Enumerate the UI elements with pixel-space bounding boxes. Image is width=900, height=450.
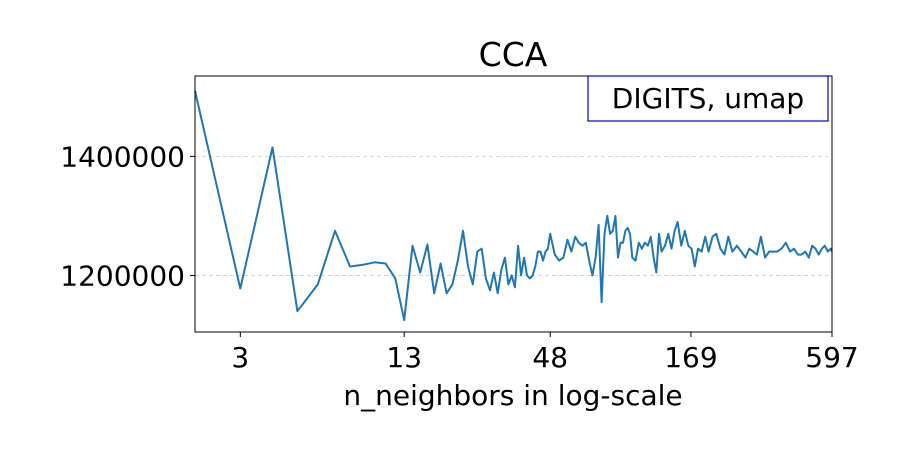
x-tick-label: 169 [664,341,717,374]
y-tick-label: 1200000 [60,259,185,292]
series-line [194,90,833,322]
annotation-text: DIGITS, umap [612,82,804,115]
series-layer [194,90,833,322]
x-tick-label: 597 [805,341,858,374]
plot-frame [194,75,833,333]
grid-layer [195,155,832,276]
chart-title: CCA [479,35,548,74]
y-ticks-layer: 1200000 1400000 [60,140,195,292]
y-tick-label: 1400000 [60,140,185,173]
x-ticks-layer: 3 13 48 169 597 [231,332,859,374]
annotation-box: DIGITS, umap [587,75,829,122]
x-tick-label: 13 [386,341,422,374]
x-axis-label: n_neighbors in log-scale [343,379,682,412]
annotation-frame [587,75,829,122]
x-tick-label: 3 [231,341,249,374]
x-tick-label: 48 [532,341,568,374]
